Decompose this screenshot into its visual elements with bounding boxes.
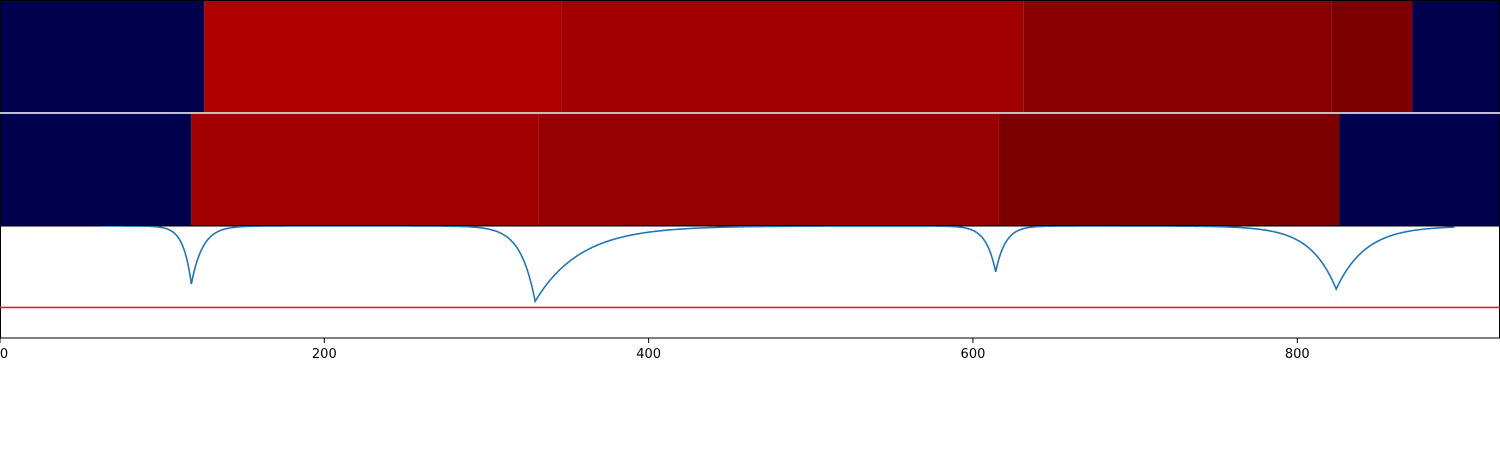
signal-panel-frame (0, 225, 1500, 339)
x-tick-label-600: 600 (961, 347, 986, 362)
signal-panel (0, 225, 1500, 339)
x-tick-label-400: 400 (636, 347, 661, 362)
track-1-segment-3 (561, 0, 1024, 113)
track-2-segment-3 (538, 113, 999, 226)
x-tick-label-200: 200 (312, 347, 337, 362)
track-1-segment-4 (1023, 0, 1332, 113)
heatmap-track-2 (0, 113, 1500, 226)
x-axis: 0 200 400 600 800 (0, 338, 1310, 362)
track-2-segment-1 (0, 113, 192, 226)
track-2-segment-5 (1339, 113, 1500, 226)
track-1-segment-1 (0, 0, 205, 113)
track-1-segment-5 (1331, 0, 1413, 113)
track-2-segment-4 (998, 113, 1340, 226)
x-tick-label-800: 800 (1285, 347, 1310, 362)
x-tick-label-0: 0 (0, 347, 8, 362)
track-1-segment-2 (204, 0, 562, 113)
heatmap-track-1 (0, 0, 1500, 113)
track-1-segment-6 (1412, 0, 1500, 113)
track-2-segment-2 (191, 113, 539, 226)
